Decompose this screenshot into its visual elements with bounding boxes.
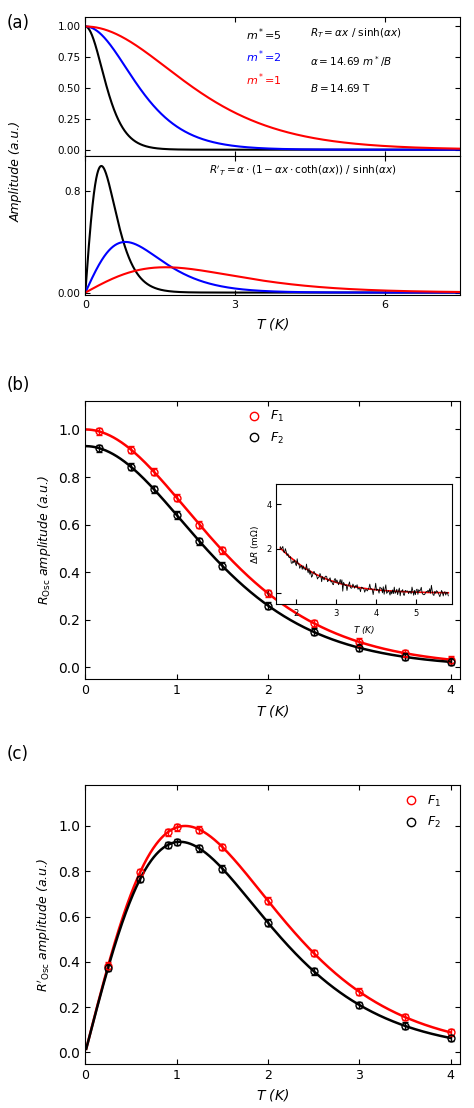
Text: $m^*$=5: $m^*$=5	[246, 27, 282, 43]
Text: Amplitude (a.u.): Amplitude (a.u.)	[10, 121, 23, 223]
Text: $m^*$=2: $m^*$=2	[246, 49, 282, 65]
X-axis label: $T$ (K): $T$ (K)	[256, 316, 289, 331]
Text: (a): (a)	[7, 13, 30, 32]
Legend: $F_1$, $F_2$: $F_1$, $F_2$	[236, 404, 289, 451]
Text: (c): (c)	[7, 745, 29, 763]
Text: $m^*$=1: $m^*$=1	[246, 71, 282, 88]
Text: $B = 14.69\ \mathrm{T}$: $B = 14.69\ \mathrm{T}$	[310, 82, 371, 94]
Y-axis label: $R_{\rm Osc}$ amplitude (a.u.): $R_{\rm Osc}$ amplitude (a.u.)	[36, 475, 53, 605]
X-axis label: $T$ (K): $T$ (K)	[256, 702, 289, 719]
Legend: $F_1$, $F_2$: $F_1$, $F_2$	[393, 789, 446, 835]
Y-axis label: $R'_{\rm Osc}$ amplitude (a.u.): $R'_{\rm Osc}$ amplitude (a.u.)	[36, 858, 53, 992]
X-axis label: $T$ (K): $T$ (K)	[256, 1087, 289, 1104]
Text: $R_T = \alpha x\ /\ \sinh(\alpha x)$: $R_T = \alpha x\ /\ \sinh(\alpha x)$	[310, 27, 401, 40]
Text: $\alpha = 14.69\ m^*/B$: $\alpha = 14.69\ m^*/B$	[310, 54, 392, 69]
Text: (b): (b)	[7, 376, 30, 394]
Text: $R'_T = \alpha\cdot(1-\alpha x\cdot\coth(\alpha x))\ /\ \sinh(\alpha x)$: $R'_T = \alpha\cdot(1-\alpha x\cdot\coth…	[209, 163, 396, 177]
